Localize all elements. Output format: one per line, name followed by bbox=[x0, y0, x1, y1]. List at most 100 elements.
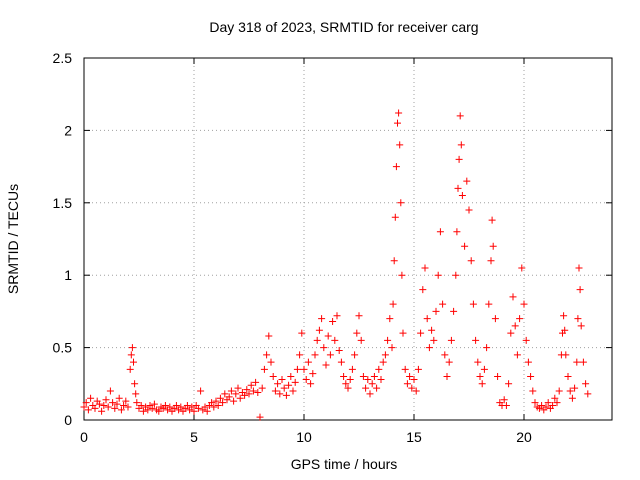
data-point bbox=[483, 344, 491, 352]
data-point bbox=[522, 336, 530, 344]
data-point bbox=[573, 358, 581, 366]
y-tick-label: 2.5 bbox=[53, 50, 73, 66]
data-point bbox=[531, 399, 539, 407]
data-point bbox=[315, 326, 323, 334]
data-point bbox=[396, 141, 404, 149]
data-point bbox=[113, 400, 121, 408]
data-point bbox=[432, 307, 440, 315]
data-point bbox=[527, 373, 535, 381]
data-point bbox=[388, 344, 396, 352]
data-point bbox=[269, 373, 277, 381]
data-point bbox=[104, 403, 112, 411]
data-point bbox=[397, 199, 405, 207]
data-point bbox=[166, 403, 174, 411]
data-point bbox=[177, 403, 185, 411]
data-point bbox=[260, 365, 268, 373]
data-point bbox=[494, 373, 502, 381]
data-point bbox=[474, 358, 482, 366]
data-point bbox=[478, 380, 486, 388]
data-point bbox=[463, 177, 471, 185]
data-point bbox=[122, 397, 130, 405]
data-point bbox=[542, 403, 550, 411]
data-point bbox=[133, 399, 141, 407]
data-point bbox=[410, 375, 418, 383]
data-point bbox=[472, 336, 480, 344]
x-tick-label: 20 bbox=[516, 429, 532, 445]
data-point bbox=[106, 387, 114, 395]
data-point bbox=[560, 312, 568, 320]
data-point bbox=[342, 380, 350, 388]
data-point bbox=[190, 407, 198, 415]
data-point bbox=[234, 384, 242, 392]
data-point bbox=[126, 365, 134, 373]
data-point bbox=[232, 390, 240, 398]
data-point bbox=[445, 358, 453, 366]
data-point bbox=[370, 373, 378, 381]
data-point bbox=[584, 390, 592, 398]
data-point bbox=[109, 399, 117, 407]
data-point bbox=[568, 394, 576, 402]
data-point bbox=[287, 373, 295, 381]
data-point bbox=[355, 312, 363, 320]
y-tick-label: 0.5 bbox=[53, 340, 73, 356]
data-point bbox=[236, 394, 244, 402]
data-point bbox=[381, 351, 389, 359]
data-point bbox=[130, 358, 137, 366]
data-point bbox=[430, 336, 438, 344]
data-point bbox=[247, 381, 255, 389]
data-point bbox=[362, 384, 370, 392]
data-point bbox=[307, 380, 315, 388]
data-point bbox=[252, 378, 260, 386]
data-point bbox=[417, 329, 425, 337]
data-point bbox=[425, 344, 433, 352]
data-point bbox=[329, 318, 337, 326]
data-point bbox=[450, 307, 458, 315]
data-point bbox=[571, 384, 579, 392]
data-point bbox=[249, 387, 257, 395]
data-point bbox=[311, 351, 319, 359]
data-point bbox=[258, 384, 266, 392]
data-point bbox=[320, 344, 328, 352]
data-point bbox=[324, 332, 332, 340]
data-point bbox=[489, 242, 497, 250]
data-point bbox=[124, 403, 132, 411]
data-point bbox=[289, 387, 297, 395]
data-point bbox=[379, 358, 387, 366]
data-point bbox=[391, 213, 399, 221]
x-axis-label: GPS time / hours bbox=[291, 456, 398, 472]
data-point bbox=[80, 403, 88, 411]
data-point bbox=[511, 322, 519, 330]
data-point bbox=[115, 394, 123, 402]
data-point bbox=[326, 351, 334, 359]
data-point bbox=[278, 375, 286, 383]
data-point bbox=[344, 384, 352, 392]
data-point bbox=[225, 393, 233, 401]
data-point bbox=[245, 390, 253, 398]
data-point bbox=[520, 300, 528, 308]
data-point bbox=[390, 257, 398, 265]
data-point bbox=[368, 380, 376, 388]
data-point bbox=[84, 406, 92, 414]
data-point bbox=[348, 365, 356, 373]
data-point bbox=[144, 406, 152, 414]
data-point bbox=[384, 336, 392, 344]
data-point bbox=[447, 336, 455, 344]
y-tick-label: 2 bbox=[64, 122, 72, 138]
data-point bbox=[453, 228, 461, 236]
x-tick-label: 5 bbox=[190, 429, 198, 445]
data-point bbox=[197, 387, 205, 395]
data-point bbox=[95, 400, 103, 408]
data-point bbox=[439, 300, 447, 308]
data-point bbox=[139, 407, 147, 415]
data-point bbox=[254, 388, 262, 396]
data-point bbox=[293, 365, 301, 373]
data-point bbox=[555, 387, 563, 395]
data-point bbox=[271, 387, 279, 395]
data-point bbox=[423, 315, 431, 323]
data-point bbox=[458, 192, 466, 200]
data-point bbox=[282, 391, 290, 399]
y-tick-label: 1 bbox=[64, 267, 72, 283]
data-point bbox=[100, 402, 108, 410]
data-point bbox=[214, 402, 222, 410]
